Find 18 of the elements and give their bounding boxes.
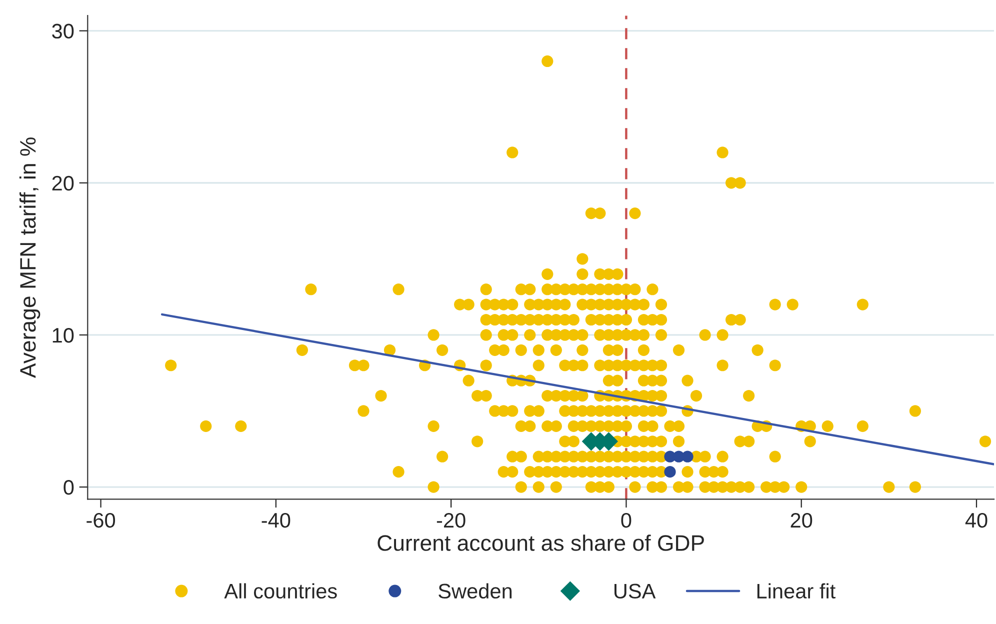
x-axis-title: Current account as share of GDP [378, 534, 704, 551]
y-tick-label: 0 [64, 480, 74, 495]
point [682, 450, 694, 462]
legend-label: Sweden [438, 583, 512, 599]
legend-label: All countries [224, 583, 337, 599]
x-tick-label: 0 [621, 512, 632, 528]
x-tick-label: 20 [790, 512, 812, 528]
point [664, 466, 676, 478]
legend-label: Linear fit [757, 583, 836, 599]
x-tick-label: -60 [86, 512, 116, 528]
legend-label: USA [614, 584, 656, 599]
x-tick-label: -40 [262, 512, 290, 528]
y-tick-label: 30 [52, 24, 74, 39]
y-tick-label: 20 [52, 176, 74, 191]
y-axis-title: Average MFN tariff, in % [19, 138, 40, 378]
x-tick-label: -20 [436, 512, 466, 528]
x-tick-label: 40 [965, 512, 988, 528]
y-tick-label: 10 [52, 328, 74, 343]
